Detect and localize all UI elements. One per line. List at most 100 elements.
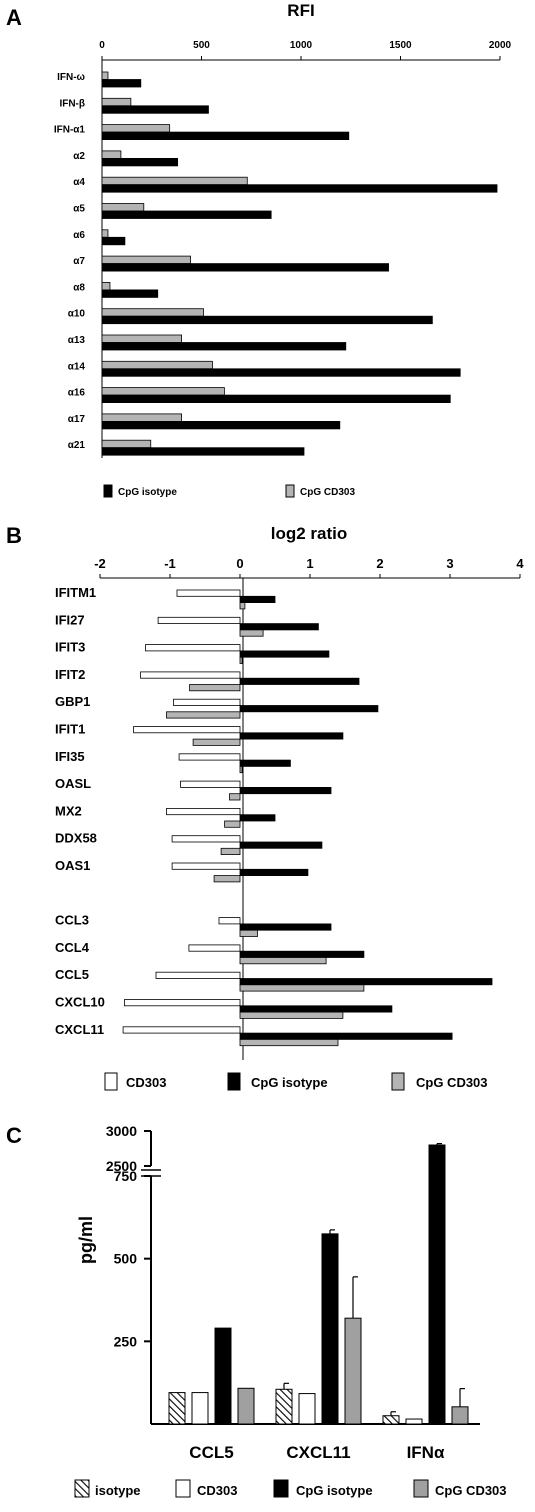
panel-a-category-label: α4 — [73, 177, 85, 188]
panel-a-category-label: α2 — [73, 151, 85, 162]
panel-a-tick-label: 1500 — [389, 40, 412, 51]
panel-a-bar-cpg-cd303 — [101, 387, 225, 396]
legend-label-isotype: isotype — [95, 1483, 141, 1498]
legend-label-cpg-cd303: CpG CD303 — [435, 1483, 507, 1498]
panel-c-y-label: pg/ml — [76, 1216, 96, 1264]
panel-c-bar-cd303 — [298, 1393, 316, 1425]
panel-a-bar-cpg-cd303 — [101, 308, 204, 317]
panel-c-letter: C — [6, 1123, 22, 1148]
panel-b-category-label: IFI35 — [55, 749, 85, 764]
panel-a-bar-cpg-cd303 — [101, 360, 213, 370]
legend-swatch-cpg-isotype — [103, 484, 113, 498]
panel-a-bar-cpg-isotype — [101, 289, 159, 298]
panel-b-bar-cpg-isotype — [239, 814, 276, 822]
panel-b-category-label: GBP1 — [55, 694, 90, 709]
panel-a-tick-label: 0 — [99, 40, 105, 51]
legend-swatch-cpg-cd303 — [285, 484, 295, 498]
panel-a-category-label: IFN-ω — [57, 72, 85, 83]
panel-b-bar-cd303 — [218, 917, 241, 925]
panel-b-bar-cd303 — [122, 1026, 241, 1034]
panel-b-bar-cpg-cd303 — [213, 875, 241, 883]
panel-a-category-label: IFN-β — [59, 98, 85, 109]
panel-c-bar-cpg-isotype — [428, 1144, 446, 1425]
panel-b-tick-label: 2 — [376, 556, 383, 571]
panel-c-tick-label: 250 — [114, 1333, 138, 1349]
panel-b: B log2 ratio -2 -1 0 1 2 3 4 IFITM1 IFI27 IFIT3 I… — [6, 523, 524, 1091]
panel-b-bar-cd303 — [157, 616, 241, 624]
panel-b-bar-cpg-isotype — [239, 1032, 453, 1040]
panel-c-bar-isotype — [275, 1388, 293, 1425]
panel-b-bar-cd303 — [178, 753, 241, 761]
panel-a-bar-cpg-cd303 — [101, 255, 191, 265]
panel-b-bar-cpg-cd303 — [239, 1039, 339, 1047]
panel-b-tick-label: 4 — [516, 556, 524, 571]
panel-a-bar-cpg-cd303 — [101, 71, 109, 80]
legend-label-cpg-cd303: CpG CD303 — [300, 487, 355, 498]
panel-b-category-label: CXCL10 — [55, 995, 105, 1010]
panel-b-category-label: CCL4 — [55, 940, 90, 955]
panel-b-bar-cd303 — [166, 808, 241, 816]
legend-label-cd303: CD303 — [126, 1075, 166, 1090]
panel-a-bar-cpg-isotype — [101, 342, 347, 351]
panel-b-bar-cpg-cd303 — [239, 656, 243, 664]
panel-b-bar-cpg-cd303 — [166, 711, 241, 719]
panel-a-bar-cpg-isotype — [101, 447, 305, 456]
panel-b-bar-cd303 — [171, 835, 241, 843]
panel-b-category-label: CCL3 — [55, 913, 89, 928]
panel-a-category-label: α16 — [68, 388, 86, 399]
panel-b-bar-cd303 — [124, 999, 241, 1007]
panel-b-category-label: MX2 — [55, 803, 82, 818]
panel-b-category-label: IFIT2 — [55, 667, 85, 682]
panel-a-category-label: α6 — [73, 230, 85, 241]
panel-b-category-label: IFI27 — [55, 612, 85, 627]
legend-swatch-cpg-isotype — [227, 1072, 241, 1091]
panel-c-bar-cpg-cd303 — [344, 1317, 362, 1425]
panel-b-bar-cpg-cd303 — [239, 957, 327, 965]
panel-b-bar-cpg-cd303 — [229, 793, 241, 801]
legend-label-cpg-cd303: CpG CD303 — [416, 1075, 488, 1090]
panel-b-bar-cpg-isotype — [239, 705, 379, 713]
panel-b-bar-cpg-cd303 — [239, 1011, 344, 1019]
panel-b-category-label: CCL5 — [55, 967, 89, 982]
panel-a-bar-cpg-isotype — [101, 263, 389, 272]
panel-b-bar-cpg-cd303 — [192, 738, 241, 746]
panel-a-bar-cpg-isotype — [101, 79, 142, 88]
panel-b-category-label: IFIT3 — [55, 640, 85, 655]
panel-b-bar-cpg-cd303 — [239, 984, 365, 992]
panel-c-bar-cd303 — [405, 1418, 423, 1425]
panel-c-bar-cpg-isotype — [214, 1327, 232, 1425]
panel-a-bar-cpg-isotype — [101, 157, 179, 167]
panel-b-category-label: CXCL11 — [55, 1022, 104, 1037]
panel-a-bar-cpg-cd303 — [101, 413, 182, 422]
panel-a-tick-label: 2000 — [489, 40, 512, 51]
panel-a-bar-cpg-isotype — [101, 236, 126, 246]
panel-c-tick-label: 3000 — [106, 1123, 137, 1139]
panel-a-category-label: IFN-α1 — [54, 125, 86, 136]
panel-b-category-label: OAS1 — [55, 858, 90, 873]
legend-label-cpg-isotype: CpG isotype — [296, 1483, 373, 1498]
legend-swatch-cpg-cd303 — [413, 1479, 429, 1498]
panel-c-category-label: IFNα — [407, 1443, 445, 1462]
panel-b-bar-cpg-isotype — [239, 950, 365, 958]
panel-b-bar-cpg-isotype — [239, 978, 493, 986]
panel-a-category-label: α21 — [68, 440, 86, 451]
panel-a-category-label: α7 — [73, 256, 85, 267]
panel-a-tick-label: 500 — [193, 40, 210, 51]
panel-b-bar-cpg-isotype — [239, 732, 344, 740]
panel-b-bar-cd303 — [180, 780, 241, 788]
panel-c-category-label: CCL5 — [189, 1443, 233, 1462]
panel-a-bar-cpg-cd303 — [101, 203, 145, 212]
panel-a-letter: A — [6, 5, 22, 30]
panel-c-bar-cpg-cd303 — [237, 1387, 255, 1425]
panel-a-bar-cpg-cd303 — [101, 281, 111, 291]
panel-b-title: log2 ratio — [271, 524, 348, 543]
legend-label-cd303: CD303 — [197, 1483, 237, 1498]
panel-a-bar-cpg-isotype — [101, 420, 341, 430]
panel-c-tick-label: 500 — [114, 1251, 138, 1267]
panel-b-bar-cpg-cd303 — [239, 929, 258, 937]
panel-b-bar-cd303 — [176, 589, 241, 597]
panel-c-legend: isotype CD303 CpG isotype CpG CD303 — [74, 1479, 507, 1498]
panel-b-bar-cpg-isotype — [239, 841, 323, 849]
